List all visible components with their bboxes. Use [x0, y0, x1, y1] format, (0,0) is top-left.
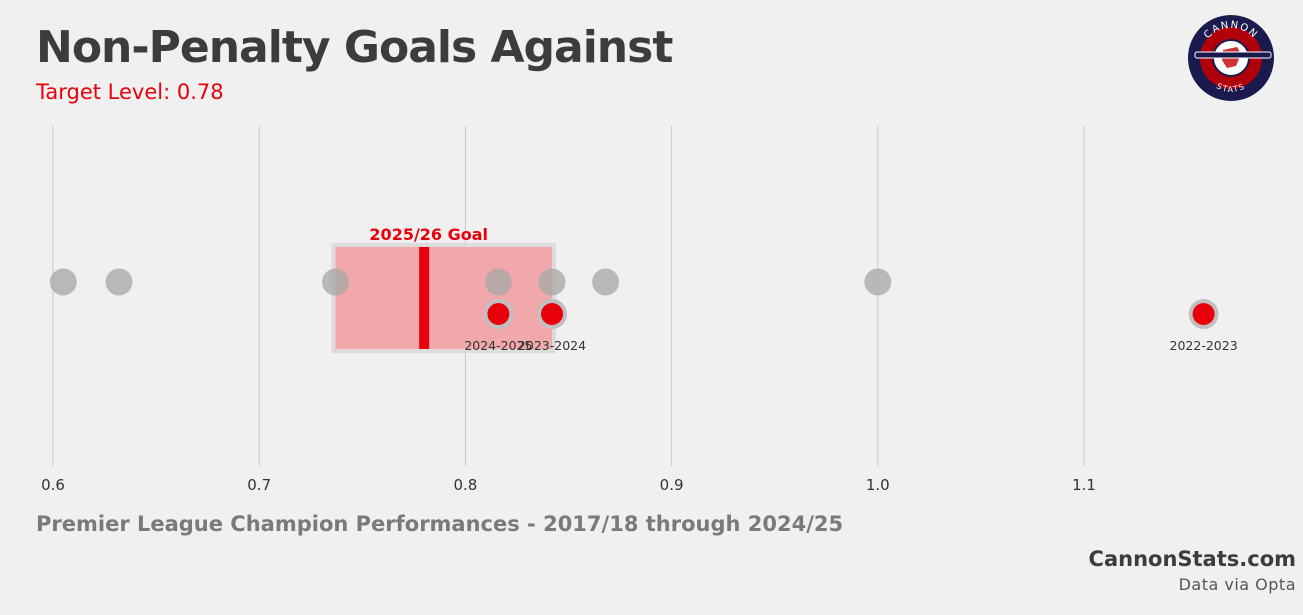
- champion-point: [538, 268, 566, 296]
- x-tick-label: 0.6: [41, 476, 65, 494]
- target-level-subtitle: Target Level: 0.78: [36, 80, 224, 104]
- grid-lines: [52, 126, 1085, 466]
- x-tick-label: 1.0: [866, 476, 890, 494]
- x-tick-label: 0.8: [453, 476, 477, 494]
- chart-caption: Premier League Champion Performances - 2…: [36, 512, 844, 536]
- logo-text-bottom: STATS: [1215, 82, 1247, 95]
- goal-band-label: 2025/26 Goal: [369, 225, 488, 244]
- champion-point: [484, 268, 512, 296]
- champion-point: [49, 268, 77, 296]
- goal-band-group: 2025/26 Goal: [331, 225, 557, 353]
- target-marker: [419, 247, 430, 349]
- season-label: 2023-2024: [518, 338, 586, 353]
- data-source: Data via Opta: [1178, 575, 1296, 594]
- cannon-stats-logo: CANNON STATS: [1188, 15, 1274, 101]
- champion-point: [321, 268, 349, 296]
- highlight-point: [541, 303, 564, 325]
- season-label: 2022-2023: [1170, 338, 1238, 353]
- season-label: 2024-2025: [464, 338, 532, 353]
- x-tick-label: 1.1: [1072, 476, 1096, 494]
- x-tick-label: 0.9: [660, 476, 684, 494]
- site-name: CannonStats.com: [1088, 547, 1296, 571]
- x-tick-label: 0.7: [247, 476, 271, 494]
- highlight-point: [1192, 303, 1215, 325]
- x-axis-ticks: 0.6 0.7 0.8 0.9 1.0 1.1: [41, 476, 1096, 494]
- champion-point: [105, 268, 133, 296]
- champion-point: [592, 268, 620, 296]
- chart-title: Non-Penalty Goals Against: [36, 22, 673, 73]
- goal-band: [335, 247, 553, 349]
- highlight-point: [487, 303, 510, 325]
- champion-point: [864, 268, 892, 296]
